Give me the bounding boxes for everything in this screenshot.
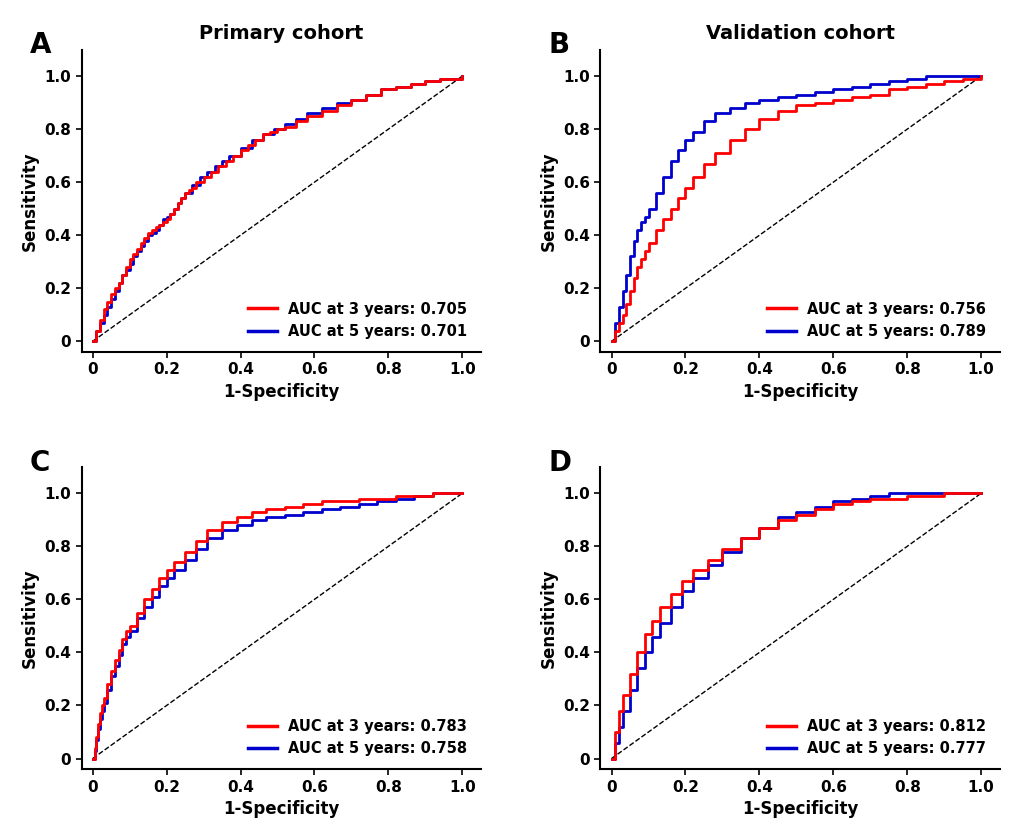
Text: B: B [548,31,570,60]
X-axis label: 1-Specificity: 1-Specificity [223,383,339,401]
Text: A: A [30,31,51,60]
Legend: AUC at 3 years: 0.812, AUC at 5 years: 0.777: AUC at 3 years: 0.812, AUC at 5 years: 0… [760,713,991,762]
Text: C: C [30,449,50,476]
Y-axis label: Sensitivity: Sensitivity [20,568,39,667]
X-axis label: 1-Specificity: 1-Specificity [741,800,857,818]
Legend: AUC at 3 years: 0.783, AUC at 5 years: 0.758: AUC at 3 years: 0.783, AUC at 5 years: 0… [242,713,473,762]
Title: Validation cohort: Validation cohort [705,23,894,42]
X-axis label: 1-Specificity: 1-Specificity [741,383,857,401]
Title: Primary cohort: Primary cohort [199,23,363,42]
Legend: AUC at 3 years: 0.756, AUC at 5 years: 0.789: AUC at 3 years: 0.756, AUC at 5 years: 0… [760,296,991,345]
X-axis label: 1-Specificity: 1-Specificity [223,800,339,818]
Legend: AUC at 3 years: 0.705, AUC at 5 years: 0.701: AUC at 3 years: 0.705, AUC at 5 years: 0… [242,296,473,345]
Text: D: D [548,449,571,476]
Y-axis label: Sensitivity: Sensitivity [539,151,557,251]
Y-axis label: Sensitivity: Sensitivity [539,568,557,667]
Y-axis label: Sensitivity: Sensitivity [20,151,39,251]
